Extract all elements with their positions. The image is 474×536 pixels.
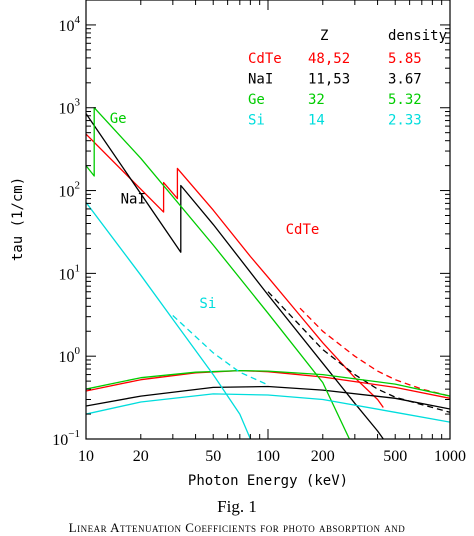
series-line-si-photoabsorption: [86, 202, 251, 439]
table-row-density: 2.33: [388, 113, 422, 129]
series-line-si-total: [172, 315, 269, 386]
x-tick-label: 20: [133, 448, 149, 465]
table-row-z: 32: [308, 92, 325, 108]
series-line-ge-compton: [86, 369, 450, 397]
table-row-z: 14: [308, 113, 325, 129]
attenuation-chart: 10 20 50 100 200 500 1000 10−1100101102103104 …: [10, 0, 466, 489]
figure-caption-text: Linear Attenuation Coefficients for phot…: [68, 520, 406, 535]
x-tick-label: 500: [383, 448, 407, 465]
y-tick-label: 103: [59, 97, 81, 118]
series-line-ge-photoabsorption: [86, 107, 350, 439]
y-tick-label: 101: [59, 262, 81, 283]
y-tick-label: 104: [59, 14, 81, 35]
table-row-name: Si: [248, 113, 265, 129]
series-line-cdte-photoabsorption: [86, 133, 384, 408]
x-tick-label: 1000: [434, 448, 466, 465]
curve-label-nai: NaI: [121, 191, 146, 207]
series-line-nai-compton: [86, 385, 450, 410]
x-tick-label: 100: [256, 448, 280, 465]
x-tick-label: 10: [78, 448, 94, 465]
series-line-nai-total: [267, 291, 450, 413]
table-row-density: 3.67: [388, 72, 422, 88]
table-row-name: CdTe: [248, 51, 282, 67]
table-row-density: 5.32: [388, 92, 422, 108]
table-row-density: 5.85: [388, 51, 422, 67]
series-line-cdte-total: [299, 307, 450, 397]
table-header-z: Z: [320, 28, 328, 44]
series-line-si-compton: [86, 393, 450, 423]
curve-label-cdte: CdTe: [286, 222, 320, 238]
series-line-nai-photoabsorption: [86, 113, 384, 439]
table-row-z: 11,53: [308, 72, 350, 88]
x-tick-label: 200: [311, 448, 335, 465]
table-row-name: Ge: [248, 92, 265, 108]
curve-label-ge: Ge: [110, 111, 127, 127]
x-tick-label: 50: [205, 448, 221, 465]
table-row-name: NaI: [248, 72, 273, 88]
y-tick-label: 102: [59, 180, 81, 201]
x-axis-label: Photon Energy (keV): [188, 473, 348, 489]
curve-label-si: Si: [199, 296, 216, 312]
y-axis-label: tau (1/cm): [10, 177, 26, 261]
table-header-density: density: [388, 28, 447, 44]
y-tick-label: 10−1: [52, 428, 80, 449]
y-tick-label: 100: [59, 345, 81, 366]
table-row-z: 48,52: [308, 51, 350, 67]
figure-caption-label: Fig. 1: [217, 497, 257, 516]
